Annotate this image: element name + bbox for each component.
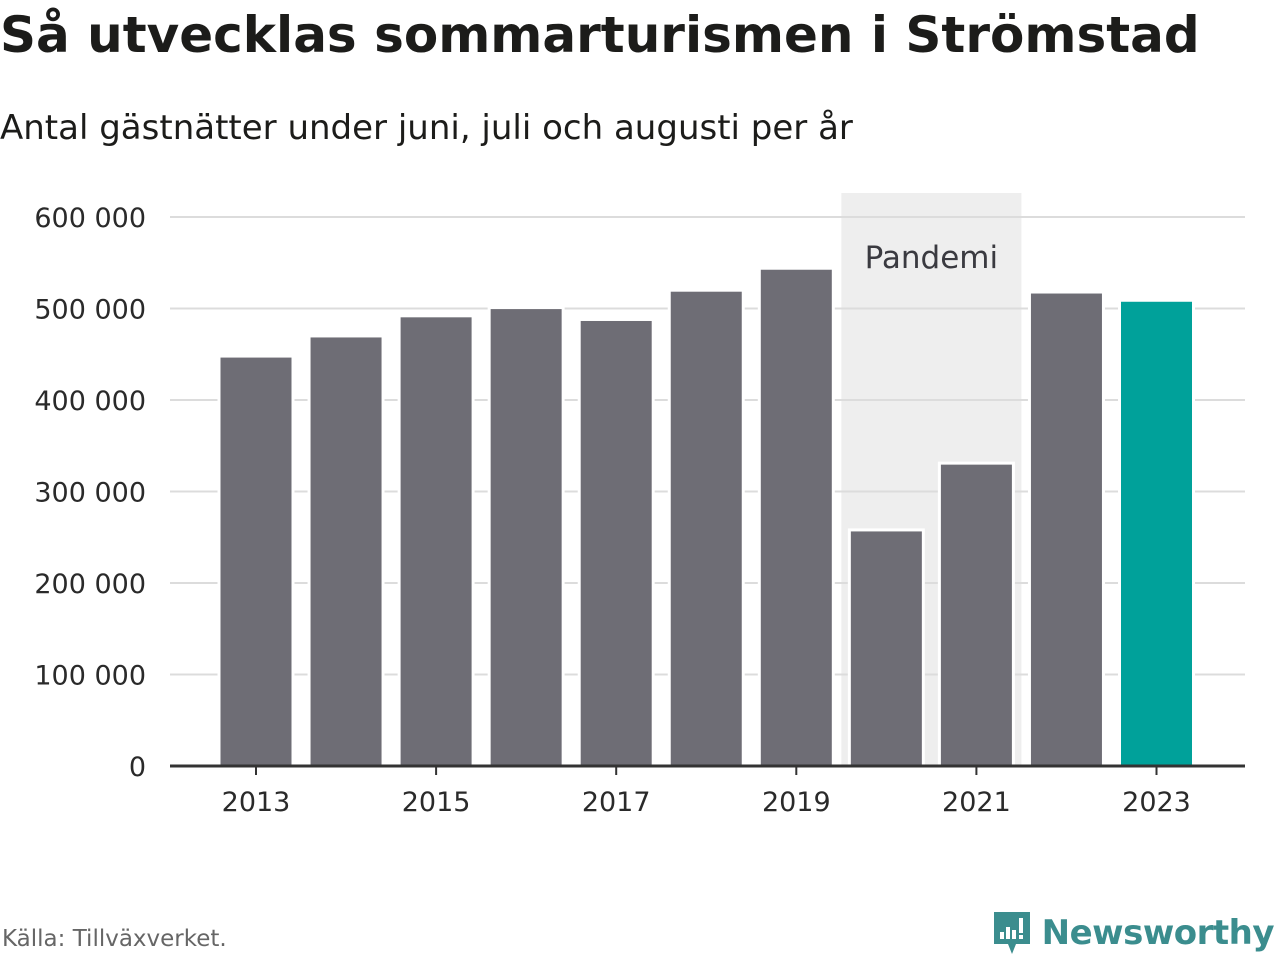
bar-2020 <box>847 528 925 768</box>
brand-logo: Newsworthy <box>992 908 1275 958</box>
y-tick-label: 600 000 <box>34 203 146 234</box>
bar-chart: Pandemi 0 100 000 200 000 300 000 400 000 500… <box>34 193 1245 818</box>
x-tick-label: 2021 <box>942 787 1011 818</box>
x-tick-label: 2017 <box>582 787 651 818</box>
y-tick-label: 0 <box>129 752 146 783</box>
x-axis <box>170 764 1245 775</box>
bar-2013 <box>217 354 295 768</box>
pandemic-label: Pandemi <box>865 240 999 276</box>
bar-2016 <box>487 306 565 768</box>
bar-2021 <box>937 461 1015 768</box>
y-tick-label: 500 000 <box>34 295 146 326</box>
source-note: Källa: Tillväxverket. <box>2 926 227 952</box>
bar-2017 <box>577 317 655 768</box>
y-tick-label: 100 000 <box>34 661 146 692</box>
bar-2018 <box>667 288 745 768</box>
y-tick-label: 400 000 <box>34 386 146 417</box>
bar-2023 <box>1118 298 1195 768</box>
x-tick-label: 2019 <box>762 787 831 818</box>
x-tick-label: 2015 <box>402 787 471 818</box>
y-axis-labels: 0 100 000 200 000 300 000 400 000 500 000 600 … <box>34 203 146 783</box>
y-tick-label: 300 000 <box>34 478 146 509</box>
chart-title: Så utvecklas sommarturismen i Strömstad <box>0 6 1200 64</box>
chart-subtitle: Antal gästnätter under juni, juli och au… <box>0 108 853 148</box>
y-tick-label: 200 000 <box>34 569 146 600</box>
bar-2022 <box>1027 290 1105 768</box>
brand-name: Newsworthy <box>1041 913 1275 953</box>
bar-2019 <box>757 266 835 768</box>
x-axis-labels: 2013 2015 2017 2019 2021 2023 <box>222 787 1191 818</box>
bars <box>217 266 1195 768</box>
x-tick-label: 2013 <box>222 787 291 818</box>
bar-2014 <box>307 334 385 768</box>
x-tick-label: 2023 <box>1122 787 1191 818</box>
bar-chart-speech-bubble-icon <box>993 912 1030 954</box>
bar-2015 <box>397 314 475 768</box>
